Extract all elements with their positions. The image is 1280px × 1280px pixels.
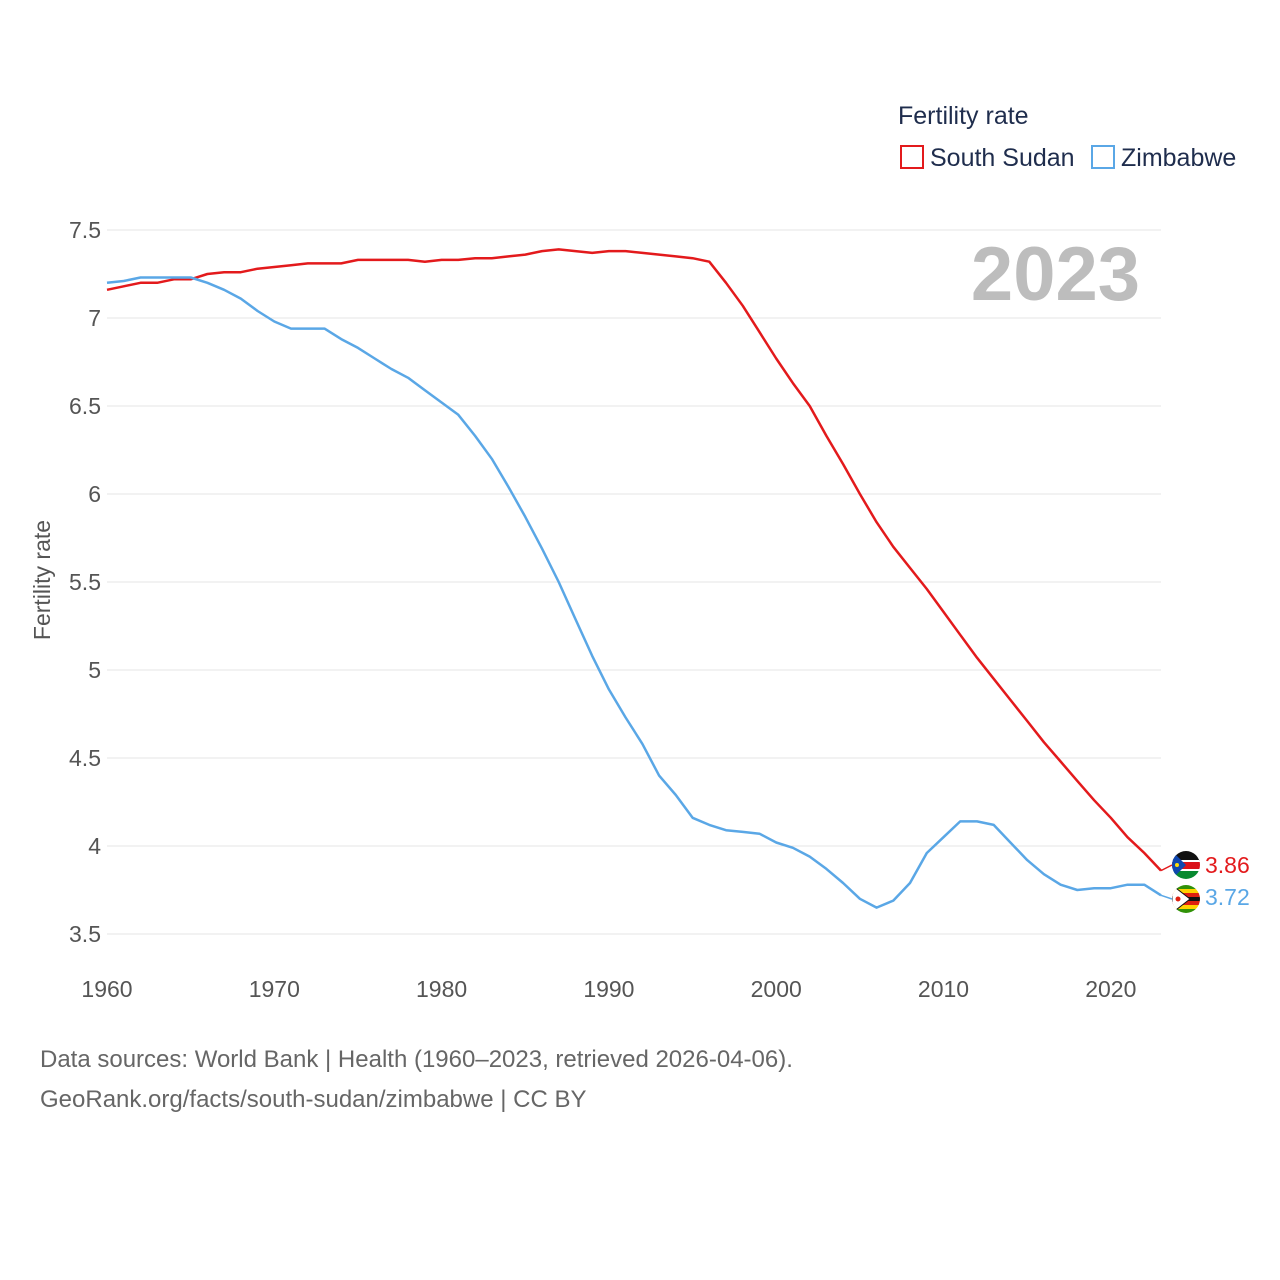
x-tick-label: 1970: [249, 976, 300, 1002]
x-tick-label: 1960: [81, 976, 132, 1002]
series-lines: [106, 248, 1162, 909]
y-tick-label: 6.5: [69, 393, 101, 419]
x-tick-label: 1990: [583, 976, 634, 1002]
south-sudan-flag-icon: [1172, 851, 1200, 879]
series-line-zimbabwe: [106, 276, 1162, 909]
y-axis-ticks: 3.5 4 4.5 5 5.5 6 6.5 7 7.5: [69, 217, 101, 947]
legend-label-south-sudan: South Sudan: [930, 144, 1075, 172]
x-tick-label: 2020: [1085, 976, 1136, 1002]
y-tick-label: 4: [88, 833, 101, 859]
x-tick-label: 2000: [751, 976, 802, 1002]
south-sudan-end-marker: 3.86: [1160, 851, 1250, 879]
y-tick-label: 6: [88, 481, 101, 507]
legend-label-zimbabwe: Zimbabwe: [1121, 144, 1236, 172]
footer-attribution: GeoRank.org/facts/south-sudan/zimbabwe |…: [40, 1086, 587, 1113]
legend-swatch-zimbabwe: [1091, 145, 1115, 169]
zimbabwe-connector: [1160, 894, 1173, 900]
x-tick-label: 1980: [416, 976, 467, 1002]
south-sudan-end-value: 3.86: [1205, 852, 1250, 878]
legend-title: Fertility rate: [898, 102, 1029, 130]
year-label: 2023: [971, 232, 1140, 317]
series-line-south-sudan: [106, 248, 1162, 872]
zimbabwe-end-value: 3.72: [1205, 884, 1250, 910]
zimbabwe-end-marker: 3.72: [1160, 884, 1250, 913]
x-axis-ticks: 1960 1970 1980 1990 2000 2010 2020: [81, 976, 1136, 1002]
y-tick-label: 4.5: [69, 745, 101, 771]
south-sudan-connector: [1160, 864, 1173, 872]
y-tick-label: 7: [88, 305, 101, 331]
y-tick-label: 3.5: [69, 921, 101, 947]
footer-source: Data sources: World Bank | Health (1960–…: [40, 1046, 793, 1073]
x-tick-label: 2010: [918, 976, 969, 1002]
legend-swatch-south-sudan: [900, 145, 924, 169]
grid: [107, 229, 1161, 935]
y-tick-label: 5: [88, 657, 101, 683]
y-tick-label: 5.5: [69, 569, 101, 595]
zimbabwe-flag-icon: [1172, 885, 1200, 913]
y-axis-label: Fertility rate: [29, 520, 55, 640]
y-tick-label: 7.5: [69, 217, 101, 243]
